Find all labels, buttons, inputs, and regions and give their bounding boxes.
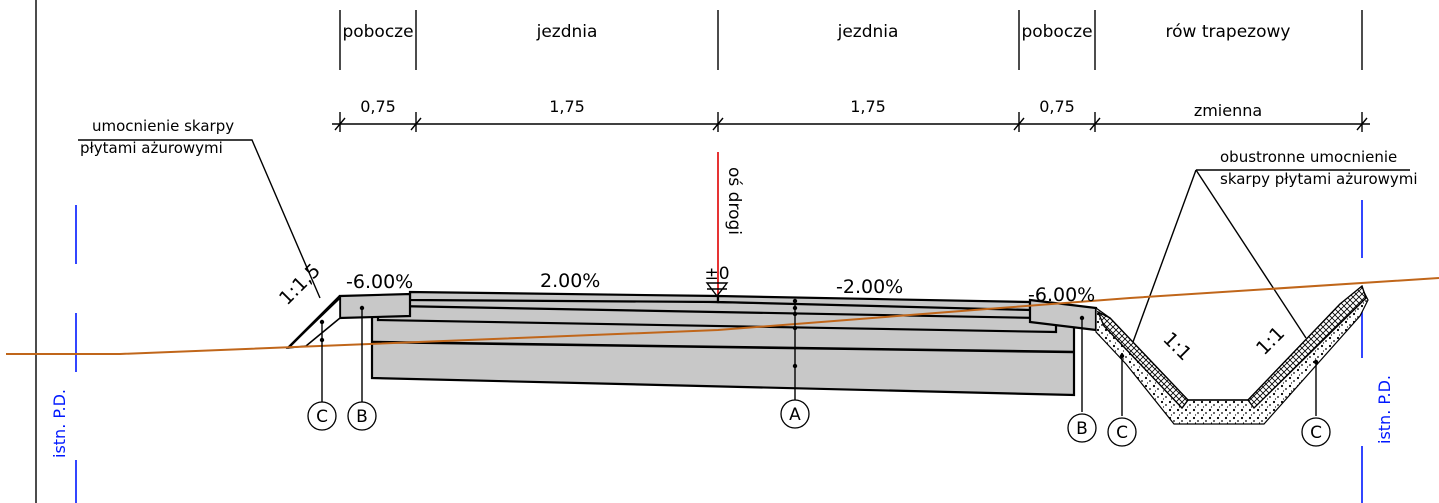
wearing-course-left [408,290,720,304]
section-label-left-lane: jezdnia [536,22,598,42]
dimension-left-shoulder: 0,75 [360,97,396,116]
slope-right-shoulder: -6.00% [1028,284,1095,306]
marker-c-ditch-left-circle [1107,417,1137,447]
shoulder-left [338,292,412,320]
ratio-left-embankment: 1:1,5 [275,260,325,310]
elevation-triangle-icon [705,282,729,298]
elevation-label: ±0 [704,264,729,284]
ditch-mesh-left [1096,310,1189,410]
terrain-line [6,277,1439,355]
marker-b-left: B [356,407,368,427]
section-header-separators [339,10,1363,70]
annotation-right-leader-b [1195,169,1307,339]
slope-left-lane: 2.00% [540,270,600,292]
section-label-ditch: rów trapezowy [1166,22,1291,42]
subbase-inner-line [371,340,1075,354]
road-axis-label: oś drogi [724,167,744,235]
marker-b-left-circle [347,401,377,431]
boundary-left-label: istn. P.D. [50,389,69,458]
marker-c-ditch-right-circle [1301,417,1331,447]
marker-c-ditch-right: C [1310,423,1322,443]
annotation-right-line1: obustronne umocnienie [1220,148,1397,166]
left-embankment-edge [287,295,341,349]
dimension-line [332,112,1370,132]
annotation-left-leader [78,139,321,299]
slope-left-shoulder: -6.00% [346,271,413,293]
section-label-left-shoulder: pobocze [342,22,413,42]
dimension-right-lane: 1,75 [850,97,886,116]
annotation-left-line1: umocnienie skarpy [92,117,234,135]
marker-c-left-circle [307,401,337,431]
dimension-ditch: zmienna [1194,101,1262,120]
dimension-right-shoulder: 0,75 [1039,97,1075,116]
marker-c-ditch-left: C [1116,423,1128,443]
marker-a-circle [780,399,810,429]
section-label-right-lane: jezdnia [837,22,899,42]
annotation-right-leader-a [1132,169,1197,343]
ditch-mesh-right [1247,284,1367,410]
ratio-ditch-right: 1:1 [1252,322,1289,359]
dimension-left-lane: 1,75 [549,97,585,116]
marker-a: A [789,405,801,425]
annotation-left-line2: płytami ażurowymi [80,139,223,157]
marker-b-right: B [1076,419,1088,439]
section-label-right-shoulder: pobocze [1021,22,1092,42]
marker-leaders [319,298,1319,416]
marker-c-left: C [316,407,328,427]
annotation-right-line2: skarpy płytami ażurowymi [1220,170,1418,188]
boundary-right-label: istn. P.D. [1375,375,1394,444]
marker-b-right-circle [1067,413,1097,443]
slope-right-lane: -2.00% [836,276,903,298]
ratio-ditch-left: 1:1 [1158,328,1195,365]
